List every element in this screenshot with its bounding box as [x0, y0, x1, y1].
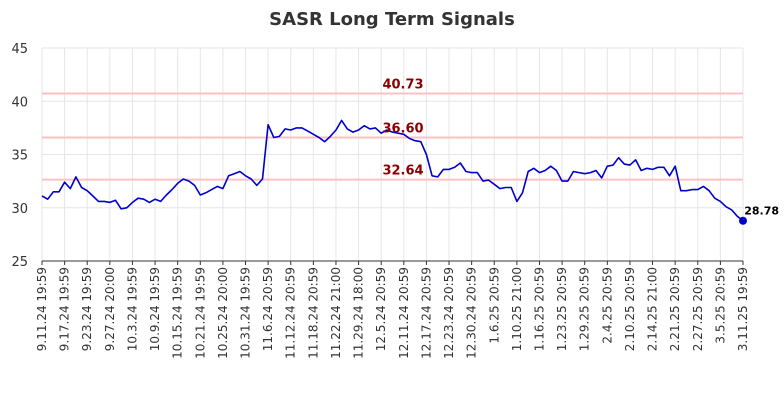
x-tick-label: 3.11.25 19:59: [736, 267, 750, 351]
signal-label: 32.64: [382, 164, 423, 179]
y-tick-label: 40: [11, 95, 28, 110]
x-tick-label: 11.12.24 20:59: [284, 267, 298, 359]
x-tick-label: 1.10.25 21:00: [510, 267, 524, 351]
y-tick-label: 45: [11, 42, 28, 57]
x-tick-label: 1.23.25 20:59: [555, 267, 569, 351]
x-tick-label: 12.5.24 20:59: [374, 267, 388, 351]
signal-labels: 40.73 36.60 32.64: [382, 77, 423, 178]
x-tick-label: 11.6.24 20:59: [261, 267, 275, 351]
chart-title: SASR Long Term Signals: [269, 9, 515, 30]
x-tick-label: 1.16.25 20:59: [532, 267, 546, 351]
x-tick-label: 10.9.24 19:59: [148, 267, 162, 351]
price-series-line: [41, 119, 744, 222]
x-tick-label: 11.22.24 21:00: [329, 267, 343, 359]
x-tick-label: 9.11.24 19:59: [35, 267, 49, 351]
signal-label: 36.60: [382, 121, 423, 136]
x-tick-label: 12.30.24 20:59: [465, 267, 479, 359]
x-tick-label: 2.10.25 20:59: [623, 267, 637, 351]
x-tick-label: 10.31.24 19:59: [239, 267, 253, 359]
y-tick-label: 25: [11, 255, 28, 270]
signal-label: 40.73: [382, 77, 423, 92]
x-tick-label: 9.27.24 20:00: [103, 267, 117, 351]
x-tick-label: 12.11.24 20:59: [397, 267, 411, 359]
x-tick-label: 11.29.24 18:00: [352, 267, 366, 359]
y-tick-label: 35: [11, 149, 28, 164]
last-value-marker: [739, 216, 747, 225]
x-tick-label: 9.17.24 19:59: [58, 267, 72, 351]
x-tick-label: 2.14.25 21:00: [646, 267, 660, 351]
tick-labels: 25 30 35 40 45 9.11.24 19:59 9.17.24 19:59 9.23…: [11, 42, 750, 359]
x-tick-label: 11.18.24 20:59: [306, 267, 320, 359]
x-tick-label: 10.21.24 19:59: [193, 267, 207, 359]
x-tick-label: 1.6.25 20:59: [487, 267, 501, 344]
x-tick-label: 10.15.24 19:59: [171, 267, 185, 359]
axes: [41, 260, 744, 265]
last-value-label: 28.78: [744, 205, 779, 218]
x-tick-label: 9.23.24 19:59: [80, 267, 94, 351]
x-tick-label: 3.5.25 20:59: [713, 267, 727, 344]
x-tick-label: 10.25.24 20:00: [216, 267, 230, 359]
series-layer: 28.78: [41, 119, 779, 225]
y-tick-label: 30: [11, 202, 28, 217]
x-tick-label: 10.3.24 19:59: [125, 267, 139, 351]
x-tick-label: 2.21.25 20:59: [668, 267, 682, 351]
x-tick-label: 2.27.25 20:59: [691, 267, 705, 351]
signal-lines: [42, 92, 743, 181]
x-tick-label: 12.17.24 20:59: [419, 267, 433, 359]
x-tick-label: 2.4.25 20:59: [600, 267, 614, 344]
x-tick-label: 12.23.24 20:59: [442, 267, 456, 359]
x-tick-label: 1.29.25 20:59: [578, 267, 592, 351]
